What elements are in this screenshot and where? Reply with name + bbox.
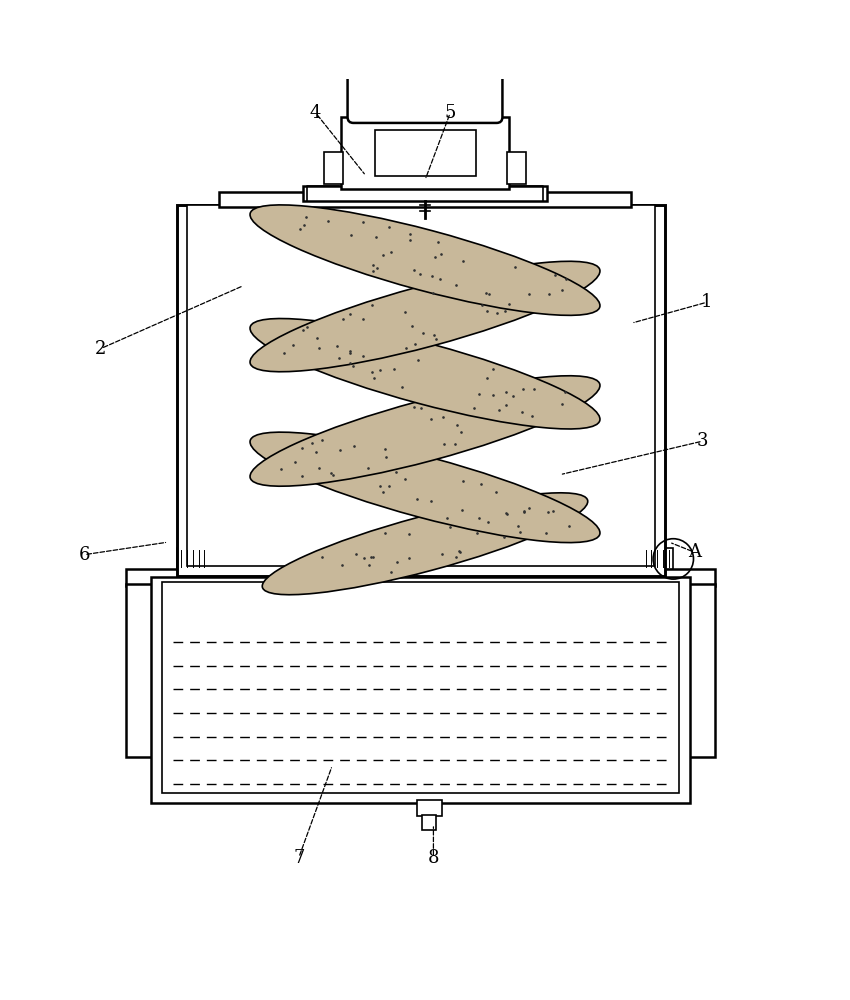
Text: 4: 4: [310, 104, 321, 122]
Bar: [151, 577, 690, 803]
Ellipse shape: [250, 261, 600, 372]
Bar: [177, 205, 665, 576]
Text: A: A: [688, 543, 701, 561]
Text: 3: 3: [697, 432, 709, 450]
Bar: [422, 815, 436, 830]
Bar: [187, 205, 654, 566]
Text: 2: 2: [95, 340, 106, 358]
Bar: [126, 584, 160, 757]
Ellipse shape: [250, 432, 600, 543]
Bar: [324, 152, 343, 184]
Bar: [416, 800, 442, 816]
Bar: [218, 192, 632, 207]
Bar: [375, 130, 475, 176]
Bar: [162, 582, 679, 793]
Text: 5: 5: [445, 104, 456, 122]
Bar: [641, 548, 673, 569]
Ellipse shape: [250, 205, 600, 315]
Ellipse shape: [263, 493, 587, 595]
Text: 6: 6: [78, 546, 90, 564]
Bar: [507, 152, 526, 184]
Bar: [303, 186, 547, 201]
Ellipse shape: [250, 376, 600, 486]
Bar: [126, 569, 716, 586]
FancyBboxPatch shape: [348, 73, 502, 123]
Text: 8: 8: [428, 849, 439, 867]
Bar: [341, 117, 509, 189]
Text: 7: 7: [293, 849, 304, 867]
Bar: [177, 548, 209, 569]
Text: 1: 1: [701, 293, 712, 311]
Ellipse shape: [250, 319, 600, 429]
Bar: [682, 584, 716, 757]
